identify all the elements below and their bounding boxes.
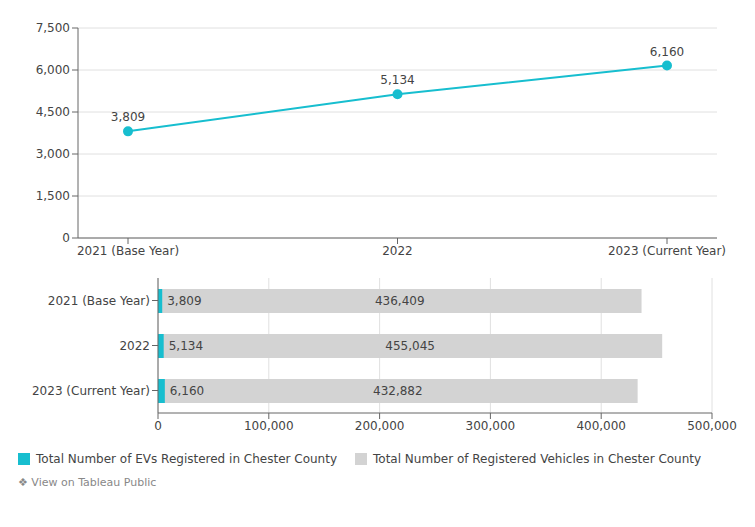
svg-text:100,000: 100,000 bbox=[244, 419, 294, 433]
html-text:Total Number of Registered Veh: Total Number of Registered Vehicles in C… bbox=[373, 452, 702, 466]
svg-text:5,134: 5,134 bbox=[380, 73, 414, 87]
svg-text:3,000: 3,000 bbox=[36, 147, 70, 161]
html-text:Total Number of EVs Registered: Total Number of EVs Registered in Cheste… bbox=[36, 452, 337, 466]
svg-text:2022: 2022 bbox=[119, 339, 150, 353]
svg-text:6,000: 6,000 bbox=[36, 63, 70, 77]
svg-text:200,000: 200,000 bbox=[355, 419, 405, 433]
svg-text:7,500: 7,500 bbox=[36, 21, 70, 35]
svg-text:3,809: 3,809 bbox=[167, 294, 201, 308]
svg-text:0: 0 bbox=[62, 231, 70, 245]
svg-text:2022: 2022 bbox=[382, 244, 413, 258]
svg-text:2021 (Base Year): 2021 (Base Year) bbox=[48, 294, 150, 308]
svg-text:436,409: 436,409 bbox=[375, 294, 425, 308]
svg-text:400,000: 400,000 bbox=[576, 419, 626, 433]
svg-text:500,000: 500,000 bbox=[687, 419, 737, 433]
svg-text:1,500: 1,500 bbox=[36, 189, 70, 203]
svg-text:300,000: 300,000 bbox=[466, 419, 516, 433]
svg-text:2023 (Current Year): 2023 (Current Year) bbox=[32, 384, 150, 398]
svg-text:455,045: 455,045 bbox=[385, 339, 435, 353]
html-text:❖ View on Tableau Public: ❖ View on Tableau Public bbox=[18, 476, 157, 489]
svg-text:2023 (Current Year): 2023 (Current Year) bbox=[608, 244, 726, 258]
svg-text:3,809: 3,809 bbox=[111, 110, 145, 124]
svg-text:2021 (Base Year): 2021 (Base Year) bbox=[77, 244, 179, 258]
svg-text:0: 0 bbox=[154, 419, 162, 433]
svg-text:5,134: 5,134 bbox=[169, 339, 203, 353]
svg-text:6,160: 6,160 bbox=[650, 45, 684, 59]
svg-text:4,500: 4,500 bbox=[36, 105, 70, 119]
svg-text:6,160: 6,160 bbox=[170, 384, 204, 398]
svg-text:432,882: 432,882 bbox=[373, 384, 423, 398]
